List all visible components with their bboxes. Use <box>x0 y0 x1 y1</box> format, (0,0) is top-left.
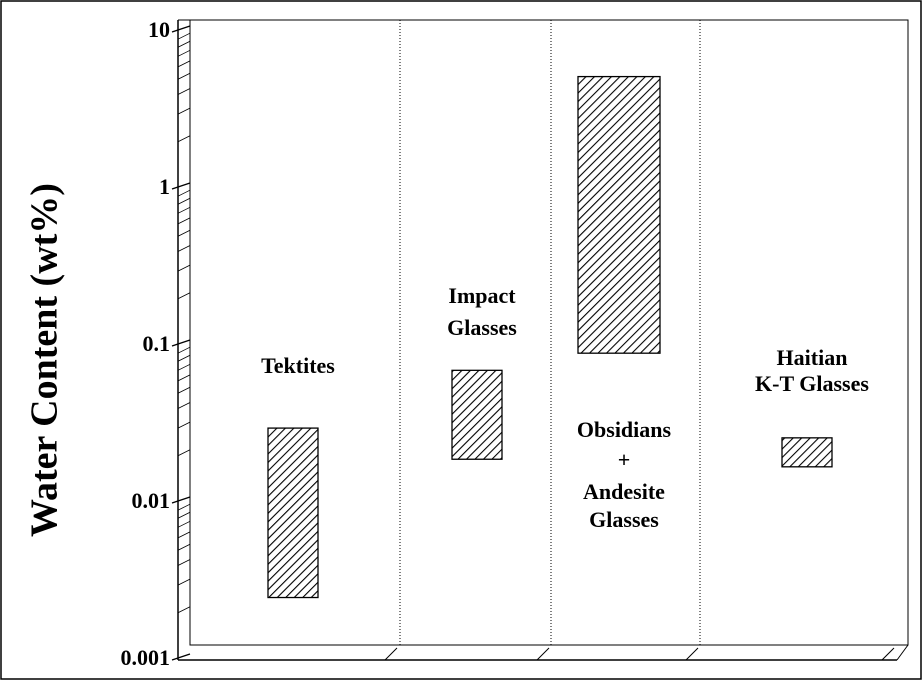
minor-tick <box>177 217 191 225</box>
minor-tick <box>177 363 191 371</box>
y-tick <box>171 339 191 347</box>
category-label: Glasses <box>447 315 517 340</box>
minor-tick <box>177 292 191 300</box>
back-wall <box>189 19 909 646</box>
range-bar <box>577 75 661 354</box>
y-tick <box>171 653 191 661</box>
minor-tick <box>177 189 191 197</box>
minor-tick <box>177 229 191 237</box>
minor-tick <box>177 32 191 40</box>
minor-tick <box>177 386 191 394</box>
y-tick-label: 1 <box>159 174 170 199</box>
minor-tick <box>177 578 191 586</box>
minor-tick <box>177 206 191 214</box>
range-bar <box>267 427 319 599</box>
minor-tick <box>177 60 191 68</box>
category-label: K-T Glasses <box>755 371 869 396</box>
y-tick-label: 0.001 <box>121 645 171 670</box>
minor-tick <box>177 346 191 354</box>
minor-tick <box>177 40 191 48</box>
minor-tick <box>177 245 191 252</box>
category-label: Glasses <box>589 507 659 532</box>
minor-tick <box>177 520 191 528</box>
y-tick <box>171 496 191 504</box>
category-label: Andesite <box>583 479 665 504</box>
category-label: Impact <box>448 283 516 308</box>
y-tick <box>171 182 191 190</box>
minor-tick <box>177 606 191 614</box>
x-tick <box>384 647 398 661</box>
minor-tick <box>177 503 191 511</box>
minor-tick <box>177 559 191 566</box>
y-axis-label: Water Content (wt%) <box>24 183 66 537</box>
minor-tick <box>177 354 191 362</box>
category-label: Tektites <box>261 353 335 378</box>
range-bar <box>451 369 503 460</box>
y-tick-label: 0.01 <box>132 488 171 513</box>
range-bar <box>781 437 833 468</box>
minor-tick <box>177 135 191 143</box>
minor-tick <box>177 72 191 80</box>
category-label: Haitian <box>777 345 848 370</box>
minor-tick <box>177 107 191 115</box>
minor-tick <box>177 197 191 205</box>
y-tick-label: 10 <box>148 17 170 42</box>
minor-tick <box>177 49 191 57</box>
x-tick <box>881 647 895 661</box>
category-label: + <box>618 447 631 472</box>
x-tick <box>536 647 550 661</box>
floor-edge <box>896 644 909 661</box>
x-tick <box>685 647 699 661</box>
minor-tick <box>177 543 191 551</box>
minor-tick <box>177 511 191 519</box>
minor-tick <box>177 531 191 539</box>
minor-tick <box>177 402 191 409</box>
y-tick-label: 0.1 <box>143 331 171 356</box>
minor-tick <box>177 421 191 429</box>
category-label: Obsidians <box>577 417 672 442</box>
minor-tick <box>177 449 191 457</box>
minor-tick <box>177 264 191 272</box>
minor-tick <box>177 374 191 382</box>
y-tick <box>171 25 191 33</box>
minor-tick <box>177 88 191 95</box>
